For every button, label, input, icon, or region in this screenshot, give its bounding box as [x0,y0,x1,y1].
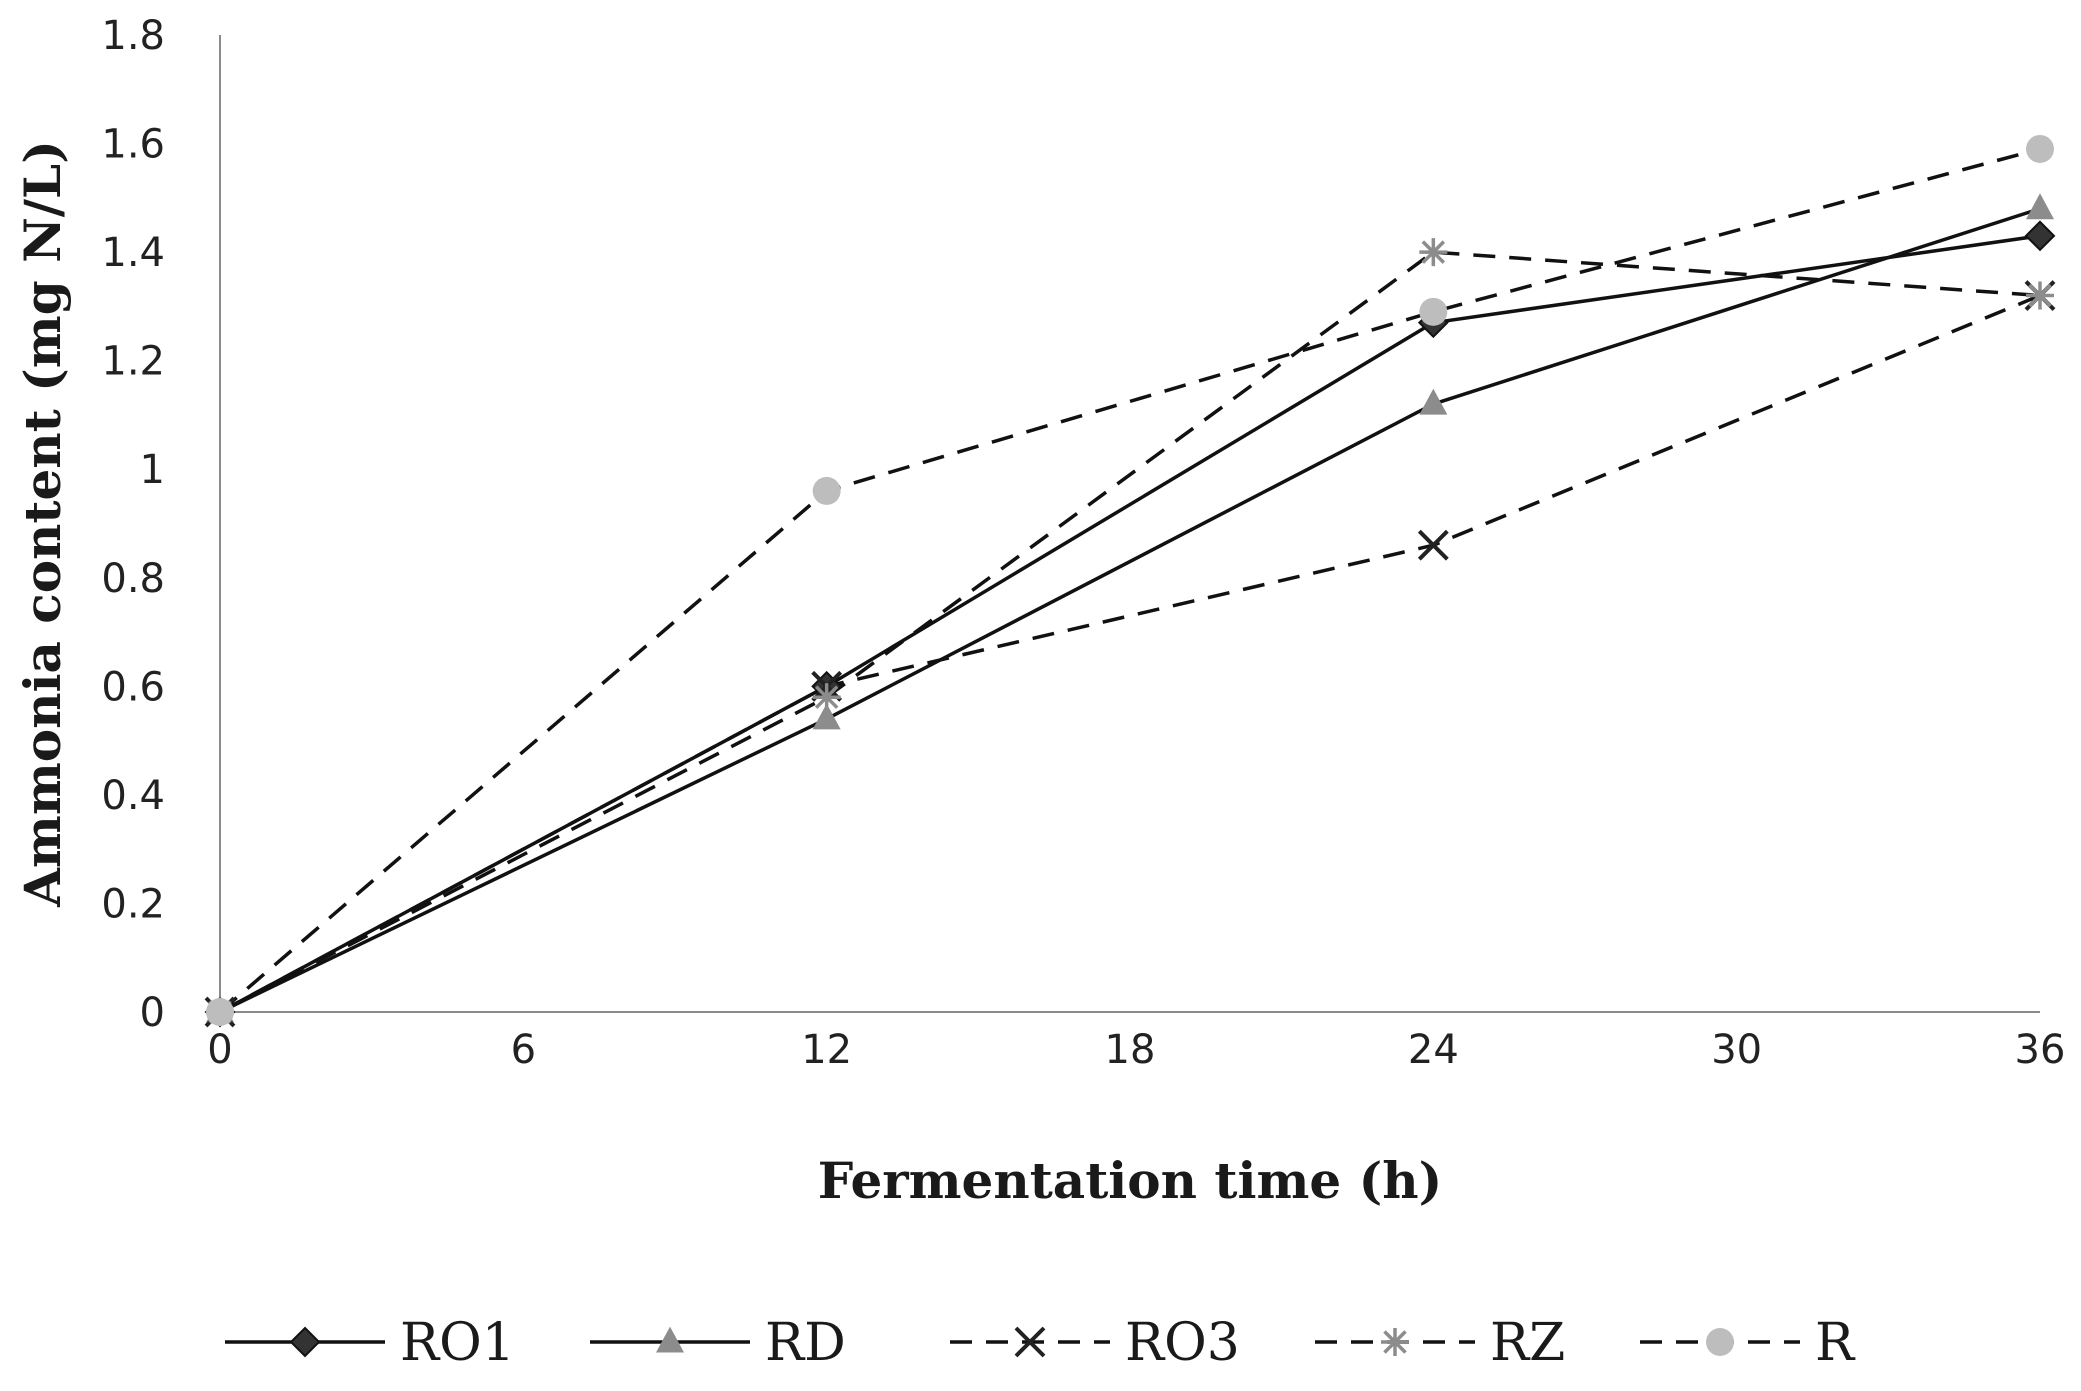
legend-marker-rd [656,1326,684,1353]
legend-marker-ro3 [1014,1326,1046,1358]
y-tick-label: 0 [140,990,165,1036]
legend-item-ro1: RO1 [225,1313,515,1373]
data-point-rd [1419,388,1448,415]
x-tick-labels: 0 6 12 18 24 30 36 [207,1027,2065,1073]
legend-label-rd: RD [765,1313,846,1373]
x-tick-label: 0 [207,1027,232,1073]
legend-marker-ro1 [289,1326,321,1358]
data-point-r [1419,297,1448,326]
data-point-rz [812,683,841,712]
legend-item-rz: RZ [1315,1313,1565,1373]
data-point-rd [2026,193,2054,220]
y-tick-label: 0.4 [101,773,165,819]
y-tick-label: 1.8 [101,13,165,59]
legend-item-ro3: RO3 [950,1313,1240,1373]
y-tick-label: 1.4 [101,230,165,276]
y-axis-title: Ammonia content (mg N/L) [13,140,72,908]
legend-label-r: R [1815,1313,1856,1373]
legend-marker-rz [1381,1328,1409,1356]
x-axis-title: Fermentation time (h) [818,1151,1443,1210]
data-point-rz [2026,281,2054,310]
series-line-rd [219,207,2041,1014]
series-markers [204,134,2056,1028]
data-point-r [206,998,234,1026]
x-tick-label: 18 [1105,1027,1156,1073]
series-line-rz [219,250,2041,1014]
series-line-ro3 [219,293,2041,1014]
y-tick-labels: 0 0.2 0.4 0.6 0.8 1 1.2 1.4 1.6 1.8 [101,13,165,1036]
data-point-ro1 [2024,220,2056,252]
x-tick-label: 30 [1711,1027,1762,1073]
x-tick-label: 12 [801,1027,852,1073]
data-point-rz [1419,238,1448,267]
legend-marker-r [1706,1328,1734,1356]
axes [219,35,2040,1013]
series-lines [218,147,2041,1014]
data-point-ro3 [1417,529,1449,561]
legend-item-rd: RD [590,1313,846,1373]
x-tick-label: 24 [1408,1027,1459,1073]
data-point-rd [812,703,841,730]
x-tick-label: 6 [511,1027,536,1073]
y-tick-label: 1.6 [101,122,165,168]
legend-label-ro1: RO1 [400,1313,515,1373]
data-point-r [2026,134,2054,163]
legend-label-ro3: RO3 [1125,1313,1240,1373]
y-tick-label: 0.2 [101,881,165,927]
data-point-r [812,476,841,505]
x-tick-label: 36 [2015,1027,2066,1073]
legend-item-r: R [1640,1313,1856,1373]
y-tick-label: 0.8 [101,556,165,602]
y-tick-label: 1.2 [101,339,165,385]
legend-label-rz: RZ [1490,1313,1565,1373]
series-line-r [218,147,2041,1014]
y-tick-label: 1 [140,447,165,493]
y-tick-label: 0.6 [101,664,165,710]
legend: RO1 RD RO3 RZ R [225,1313,1856,1373]
series-line-ro1 [219,234,2041,1014]
